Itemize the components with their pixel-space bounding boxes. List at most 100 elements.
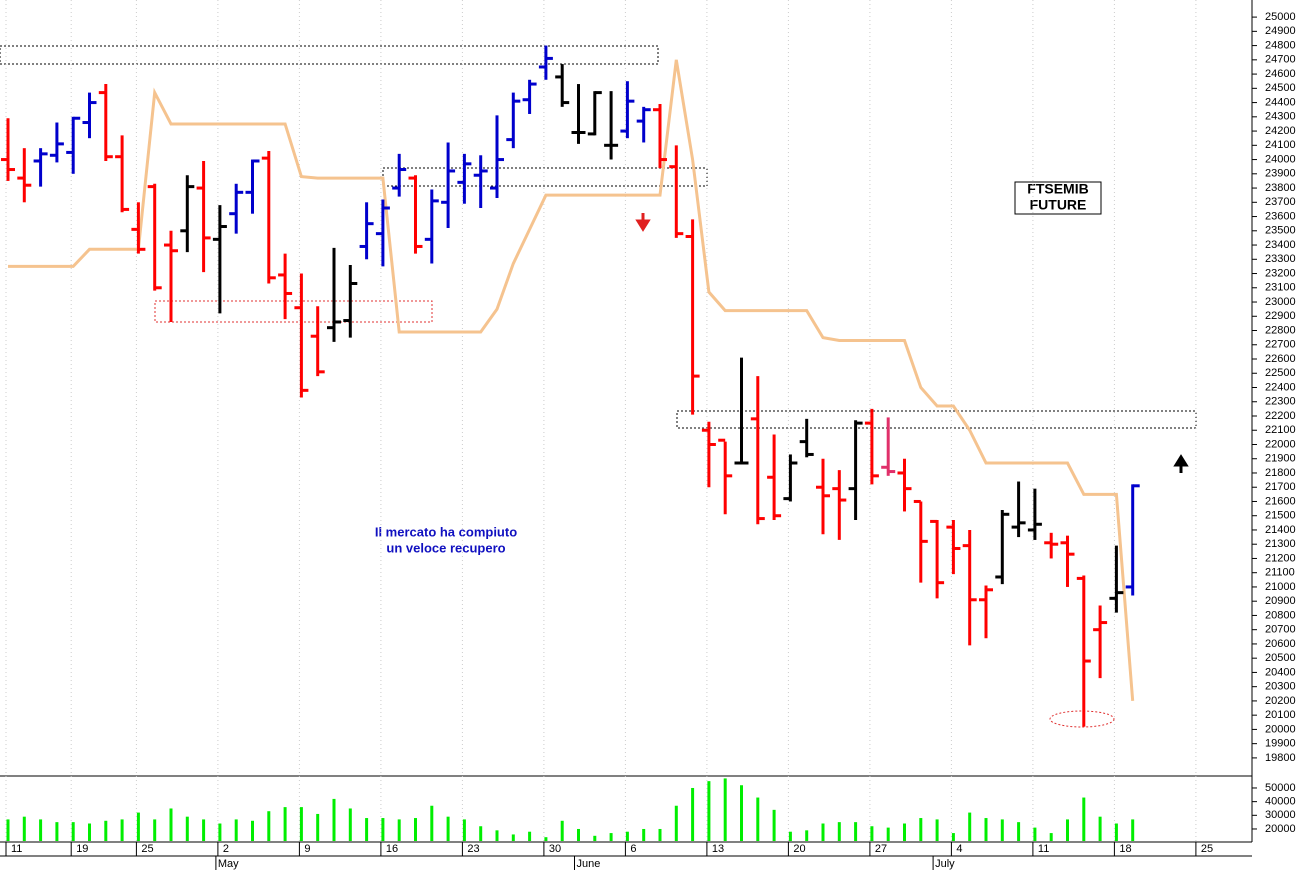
volume-bar (169, 808, 173, 841)
y-tick-label: 50000 (1265, 782, 1296, 794)
volume-bar (283, 807, 287, 841)
volume-bar (55, 822, 59, 841)
volume-bar (1066, 819, 1069, 841)
volume-bar (593, 835, 597, 841)
y-tick-label: 22900 (1265, 310, 1296, 322)
x-tick-label: 18 (1119, 843, 1131, 855)
volume-bar (625, 831, 629, 841)
zone (154, 300, 433, 323)
volume-bar (919, 818, 923, 841)
y-tick-label: 23300 (1265, 253, 1296, 265)
volume-bar (528, 831, 532, 841)
y-tick-label: 23800 (1265, 182, 1296, 194)
volume-bar (332, 798, 336, 841)
volume-bar (1033, 827, 1037, 841)
y-tick-label: 24100 (1265, 139, 1296, 151)
y-tick-label: 23500 (1265, 225, 1296, 237)
volume-bar (1017, 822, 1021, 841)
volume-bar (805, 830, 809, 841)
x-tick-label: 30 (549, 843, 561, 855)
volume-bar (185, 816, 189, 841)
volume-bar (446, 816, 450, 841)
y-tick-label: 21700 (1265, 481, 1296, 493)
y-tick-label: 21800 (1265, 467, 1296, 479)
volume-bar (299, 807, 303, 841)
y-tick-label: 24400 (1265, 96, 1296, 108)
month-label: May (218, 858, 239, 870)
y-tick-label: 21400 (1265, 524, 1296, 536)
volume-bar (136, 812, 140, 841)
volume-bar (218, 823, 222, 841)
y-tick-label: 23900 (1265, 168, 1296, 180)
y-tick-label: 21500 (1265, 510, 1296, 522)
arrow-down (635, 213, 651, 232)
y-tick-label: 20300 (1265, 681, 1296, 693)
volume-bar (365, 818, 369, 841)
volume-bar (1131, 819, 1135, 841)
annotation: Il mercato ha compiuto (375, 524, 517, 539)
volume-bar (348, 808, 352, 841)
y-tick-label: 20200 (1265, 695, 1296, 707)
y-tick-label: 24800 (1265, 39, 1296, 51)
y-tick-label: 19800 (1265, 752, 1296, 764)
volume-bar (430, 805, 434, 841)
x-tick-label: 6 (630, 843, 636, 855)
y-tick-label: 22700 (1265, 339, 1296, 351)
x-tick-label: 16 (386, 843, 398, 855)
volume-bar (1098, 816, 1102, 841)
volume-bar (642, 828, 646, 841)
volume-bar (886, 827, 890, 841)
x-tick-label: 13 (712, 843, 724, 855)
volume-bar (22, 816, 26, 841)
y-tick-label: 25000 (1265, 11, 1296, 23)
volume-bar (854, 822, 858, 841)
volume-bar (772, 809, 776, 841)
y-tick-label: 20500 (1265, 652, 1296, 664)
volume-bar (120, 819, 124, 841)
volume-bar (609, 833, 613, 841)
annotation: un veloce recupero (386, 540, 505, 555)
y-tick-label: 24300 (1265, 111, 1296, 123)
volume-bar (837, 822, 841, 841)
volume-bar (381, 818, 385, 841)
month-label: July (935, 858, 955, 870)
volume-bar (462, 819, 466, 841)
volume-bar (39, 819, 43, 841)
x-tick-label: 25 (1201, 843, 1213, 855)
volume-bar (202, 819, 206, 841)
y-tick-label: 21000 (1265, 581, 1296, 593)
volume-bar (723, 778, 727, 841)
volume-bar (658, 828, 662, 841)
volume-bar (968, 812, 972, 841)
y-tick-label: 20100 (1265, 709, 1296, 721)
x-tick-label: 20 (793, 843, 805, 855)
y-tick-label: 20900 (1265, 595, 1296, 607)
x-tick-label: 11 (1038, 843, 1049, 855)
volume-bar (935, 819, 939, 841)
volume-bar (756, 797, 760, 841)
volume-bar (707, 781, 711, 841)
zone (0, 45, 659, 65)
y-tick-label: 23400 (1265, 239, 1296, 251)
y-tick-label: 24600 (1265, 68, 1296, 80)
volume-bar (1049, 833, 1053, 841)
y-tick-label: 22000 (1265, 438, 1296, 450)
volume-bar (414, 818, 417, 841)
month-label: June (577, 858, 601, 870)
volume-bar (234, 819, 238, 841)
y-tick-label: 40000 (1265, 796, 1296, 808)
volume-bar (544, 837, 548, 841)
volume-bar (870, 826, 874, 841)
volume-bar (788, 831, 792, 841)
y-tick-label: 22800 (1265, 324, 1296, 336)
y-tick-label: 21100 (1265, 567, 1295, 579)
volume-bar (560, 820, 564, 841)
arrow-up (1173, 454, 1189, 473)
x-tick-label: 11 (11, 843, 22, 855)
volume-bar (71, 822, 75, 841)
volume-bar (153, 819, 157, 841)
label-box (1014, 181, 1102, 215)
volume-bar (316, 813, 320, 841)
label-box-text: FUTURE (1030, 197, 1087, 213)
